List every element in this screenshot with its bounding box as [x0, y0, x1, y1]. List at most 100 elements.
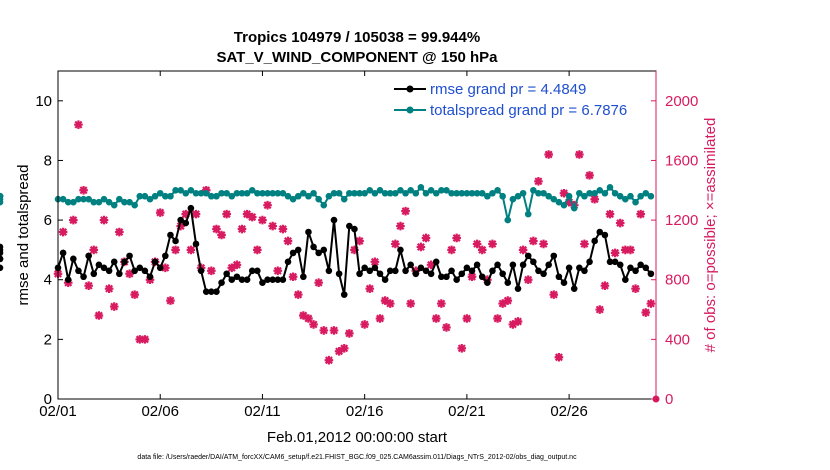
obs-marker	[329, 326, 339, 335]
legend-spread-marker	[406, 106, 414, 114]
rmse-point	[192, 240, 200, 248]
rmse-point	[228, 276, 236, 284]
spread-point	[443, 186, 450, 194]
rmse-point	[581, 267, 588, 275]
rmse-point	[90, 270, 98, 278]
rmse-point	[448, 267, 455, 275]
spread-point	[453, 189, 460, 197]
rmse-point	[468, 267, 476, 275]
obs-marker	[99, 215, 109, 225]
obs-marker	[94, 311, 104, 320]
y2-tick-label: 2000	[665, 93, 698, 110]
spread-point	[647, 192, 655, 200]
rmse-point	[397, 246, 404, 254]
spread-point	[637, 192, 644, 200]
obs-marker	[355, 236, 364, 246]
obs-marker	[217, 230, 226, 240]
rmse-point	[484, 279, 491, 287]
rmse-point	[443, 273, 450, 281]
rmse-point	[361, 264, 368, 272]
spread-point	[243, 189, 251, 197]
obs-marker	[585, 171, 594, 180]
obs-marker	[350, 245, 359, 255]
rmse-point	[458, 270, 466, 278]
rmse-point	[351, 225, 358, 233]
spread-point	[397, 186, 404, 194]
rmse-point	[218, 279, 225, 287]
rmse-point	[156, 264, 164, 272]
rmse-point	[637, 261, 644, 269]
obs-marker	[176, 221, 185, 231]
rmse-point	[0, 255, 4, 263]
spread-point	[565, 192, 573, 200]
rmse-point	[453, 276, 460, 284]
spread-point	[182, 189, 190, 197]
rmse-point	[540, 270, 547, 278]
rmse-point	[187, 204, 195, 212]
obs-marker	[191, 209, 201, 219]
spread-point	[223, 189, 230, 197]
rmse-point	[627, 264, 634, 272]
obs-marker	[523, 275, 533, 285]
obs-marker	[237, 224, 247, 234]
obs-marker	[334, 346, 344, 356]
y2-tick-label: 0	[665, 391, 673, 408]
rmse-point	[570, 285, 578, 292]
rmse-point	[254, 267, 261, 275]
rmse-point	[80, 273, 87, 281]
obs-marker	[268, 221, 277, 231]
rmse-point	[0, 243, 4, 251]
rmse-point	[320, 246, 328, 254]
rmse-point	[177, 216, 184, 224]
rmse-point	[376, 270, 384, 278]
obs-marker	[293, 290, 303, 299]
rmse-point	[560, 279, 568, 287]
y-tick-label: 8	[44, 152, 52, 169]
spread-point	[156, 189, 164, 197]
rmse-point	[70, 255, 77, 263]
rmse-point	[601, 231, 609, 239]
spread-point	[432, 189, 440, 197]
rmse-point	[75, 267, 82, 275]
obs-marker	[360, 320, 369, 329]
rmse-point	[315, 249, 322, 257]
spread-point	[141, 192, 149, 200]
rmse-point	[95, 261, 103, 269]
obs-marker	[513, 317, 523, 326]
rmse-point	[392, 267, 399, 275]
spread-point	[412, 189, 420, 197]
rmse-point	[274, 276, 282, 284]
obs-marker	[472, 239, 482, 249]
obs-marker	[58, 227, 68, 237]
rmse-point	[85, 252, 92, 260]
obs-marker	[319, 326, 329, 335]
obs-marker	[89, 245, 99, 255]
spread-point	[80, 195, 87, 203]
obs-marker	[253, 245, 262, 255]
spread-point	[85, 195, 92, 203]
spread-point	[284, 192, 292, 200]
obs-marker	[186, 245, 196, 255]
rmse-point	[647, 270, 655, 278]
rmse-point	[269, 276, 276, 284]
obs-marker	[115, 227, 124, 237]
rmse-point	[438, 273, 445, 281]
spread-point	[402, 189, 409, 197]
obs-marker	[324, 355, 334, 365]
spread-point	[438, 186, 445, 194]
rmse-point	[0, 264, 4, 272]
obs-marker	[554, 352, 564, 362]
spread-point	[346, 189, 353, 197]
y2-tick-label: 1600	[665, 152, 698, 169]
obs-marker	[263, 200, 272, 210]
obs-marker	[339, 344, 349, 353]
spread-point	[448, 189, 455, 197]
obs-marker	[309, 320, 318, 329]
rmse-point	[131, 267, 138, 275]
spread-point	[233, 189, 241, 197]
spread-point	[172, 186, 179, 194]
rmse-point	[412, 270, 420, 278]
obs-marker	[396, 221, 405, 231]
obs-marker	[518, 245, 528, 255]
legend-rmse-label: rmse grand pr = 4.4849	[430, 81, 586, 98]
